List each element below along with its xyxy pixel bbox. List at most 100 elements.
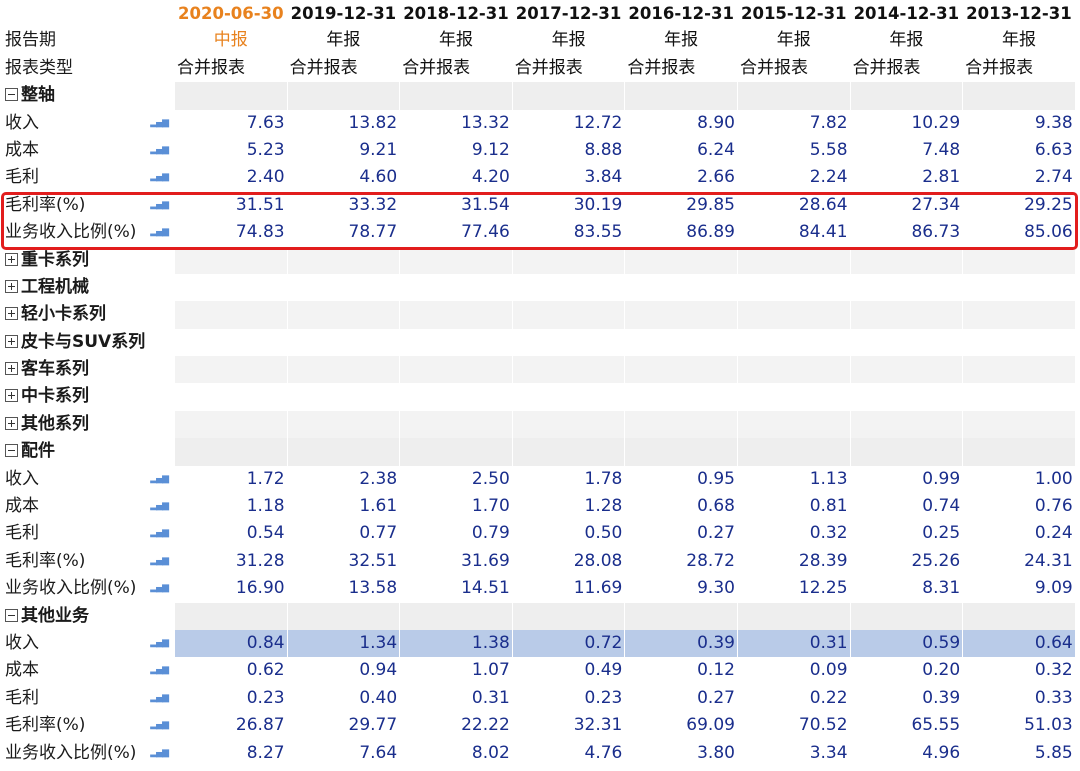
table-row[interactable]: 业务收入比例(%) ▂▄▆ 8.27 7.64 8.02 4.76 3.80 3.34 4.96…	[0, 739, 1080, 767]
row-label-text: 成本	[5, 496, 39, 517]
section-header-4[interactable]: 皮卡与SUV系列	[0, 328, 1080, 357]
plus-box-icon[interactable]	[5, 416, 18, 430]
table-row[interactable]: 毛利 ▂▄▆ 0.23 0.40 0.31 0.23 0.27 0.22 0.39 0.33	[0, 684, 1080, 713]
section-cell	[400, 273, 513, 302]
plus-box-icon[interactable]	[5, 252, 18, 266]
bar-chart-icon[interactable]: ▂▄▆	[150, 528, 169, 539]
section-cell	[737, 383, 851, 411]
section-cell	[512, 410, 626, 439]
section-header-8[interactable]: 配件	[0, 438, 1080, 466]
bar-chart-icon[interactable]: ▂▄▆	[150, 144, 169, 155]
section-title[interactable]: 重卡系列	[0, 247, 175, 274]
value-cell: 70.52	[737, 712, 851, 740]
plus-box-icon[interactable]	[5, 279, 18, 293]
plus-box-icon[interactable]	[5, 389, 18, 403]
minus-box-icon[interactable]	[5, 88, 18, 102]
row-label: 毛利率(%) ▂▄▆	[0, 192, 175, 219]
plus-box-icon[interactable]	[5, 362, 18, 376]
value-cell: 0.09	[737, 657, 851, 685]
column-date-header[interactable]: 2018-12-31	[400, 0, 513, 28]
section-cell	[175, 301, 288, 329]
table-row[interactable]: 毛利率(%) ▂▄▆ 31.28 32.51 31.69 28.08 28.72 28.39 2…	[0, 547, 1080, 576]
bar-chart-icon[interactable]: ▂▄▆	[150, 117, 169, 128]
value-cell: 5.85	[963, 739, 1076, 767]
bar-chart-icon[interactable]: ▂▄▆	[150, 172, 169, 183]
value-cell: 0.25	[850, 520, 964, 548]
bar-chart-icon[interactable]: ▂▄▆	[150, 747, 169, 758]
section-title[interactable]: 工程机械	[0, 274, 175, 301]
table-row[interactable]: 成本 ▂▄▆ 1.18 1.61 1.70 1.28 0.68 0.81 0.74 0.76	[0, 493, 1080, 521]
section-header-7[interactable]: 其他系列	[0, 410, 1080, 439]
column-date-header[interactable]: 2020-06-30	[175, 0, 288, 28]
section-cell	[963, 602, 1076, 630]
value-cell: 0.23	[512, 684, 626, 713]
section-header-6[interactable]: 中卡系列	[0, 383, 1080, 411]
table-row[interactable]: 毛利 ▂▄▆ 0.54 0.77 0.79 0.50 0.27 0.32 0.25 0.24	[0, 520, 1080, 548]
section-title[interactable]: 客车系列	[0, 356, 175, 383]
section-title[interactable]: 配件	[0, 438, 175, 465]
table-row[interactable]: 收入 ▂▄▆ 0.84 1.34 1.38 0.72 0.39 0.31 0.59 0.64	[0, 629, 1080, 658]
value-cell: 0.33	[963, 684, 1076, 713]
section-header-0[interactable]: 整轴	[0, 82, 1080, 110]
section-title-text: 工程机械	[21, 276, 89, 297]
table-row[interactable]: 业务收入比例(%) ▂▄▆ 74.83 78.77 77.46 83.55 86.89 84.…	[0, 219, 1080, 247]
value-cell: 8.88	[512, 136, 626, 165]
bar-chart-icon[interactable]: ▂▄▆	[150, 473, 169, 484]
value-cell: 4.20	[400, 164, 513, 192]
table-row[interactable]: 业务收入比例(%) ▂▄▆ 16.90 13.58 14.51 11.69 9.30 12.2…	[0, 575, 1080, 603]
bar-chart-icon[interactable]: ▂▄▆	[150, 692, 169, 703]
section-cell	[175, 328, 288, 357]
minus-box-icon[interactable]	[5, 608, 18, 622]
column-date-header[interactable]: 2015-12-31	[738, 0, 851, 28]
bar-chart-icon[interactable]: ▂▄▆	[150, 665, 169, 676]
table-row[interactable]: 毛利率(%) ▂▄▆ 26.87 29.77 22.22 32.31 69.09 70.52 6…	[0, 712, 1080, 740]
value-cell: 1.18	[175, 493, 288, 521]
section-header-5[interactable]: 客车系列	[0, 356, 1080, 384]
minus-box-icon[interactable]	[5, 444, 18, 458]
report-period-cell: 年报	[625, 27, 738, 55]
value-cell: 12.72	[512, 109, 626, 137]
section-cell	[175, 602, 288, 630]
bar-chart-icon[interactable]: ▂▄▆	[150, 555, 169, 566]
section-cell	[175, 383, 288, 411]
column-date-header[interactable]: 2017-12-31	[513, 0, 626, 28]
section-title[interactable]: 整轴	[0, 82, 175, 109]
plus-box-icon[interactable]	[5, 307, 18, 321]
bar-chart-icon[interactable]: ▂▄▆	[150, 227, 169, 238]
table-row[interactable]: 收入 ▂▄▆ 7.63 13.82 13.32 12.72 8.90 7.82 10.29 9.3…	[0, 109, 1080, 137]
section-title[interactable]: 中卡系列	[0, 383, 175, 410]
bar-chart-icon[interactable]: ▂▄▆	[150, 501, 169, 512]
column-date-header[interactable]: 2013-12-31	[963, 0, 1076, 28]
section-header-1[interactable]: 重卡系列	[0, 246, 1080, 274]
table-row[interactable]: 成本 ▂▄▆ 5.23 9.21 9.12 8.88 6.24 5.58 7.48 6.63	[0, 136, 1080, 165]
section-cell	[512, 246, 626, 274]
section-title[interactable]: 轻小卡系列	[0, 301, 175, 328]
section-header-2[interactable]: 工程机械	[0, 273, 1080, 302]
column-date-header[interactable]: 2019-12-31	[288, 0, 401, 28]
section-title[interactable]: 皮卡与SUV系列	[0, 329, 175, 356]
value-cell: 12.25	[737, 575, 851, 603]
section-title[interactable]: 其他系列	[0, 411, 175, 438]
report-type-row: 报表类型 合并报表 合并报表 合并报表 合并报表 合并报表 合并报表 合并报表 合并报表	[0, 54, 1080, 83]
section-title[interactable]: 其他业务	[0, 603, 175, 630]
plus-box-icon[interactable]	[5, 334, 18, 348]
bar-chart-icon[interactable]: ▂▄▆	[150, 199, 169, 210]
value-cell: 28.64	[737, 191, 851, 220]
bar-chart-icon[interactable]: ▂▄▆	[150, 637, 169, 648]
bar-chart-icon[interactable]: ▂▄▆	[150, 720, 169, 731]
value-cell: 31.51	[175, 191, 288, 220]
column-date-header[interactable]: 2014-12-31	[851, 0, 964, 28]
section-cell	[287, 356, 401, 384]
column-date-header[interactable]: 2016-12-31	[625, 0, 738, 28]
table-row[interactable]: 成本 ▂▄▆ 0.62 0.94 1.07 0.49 0.12 0.09 0.20 0.32	[0, 657, 1080, 685]
table-row[interactable]: 毛利率(%) ▂▄▆ 31.51 33.32 31.54 30.19 29.85 28.64 2…	[0, 191, 1080, 220]
value-cell: 74.83	[175, 219, 288, 247]
section-header-3[interactable]: 轻小卡系列	[0, 301, 1080, 329]
value-cell: 10.29	[850, 109, 964, 137]
table-row[interactable]: 毛利 ▂▄▆ 2.40 4.60 4.20 3.84 2.66 2.24 2.81 2.74	[0, 164, 1080, 192]
table-row[interactable]: 收入 ▂▄▆ 1.72 2.38 2.50 1.78 0.95 1.13 0.99 1.00	[0, 465, 1080, 494]
value-cell: 1.38	[400, 629, 513, 658]
bar-chart-icon[interactable]: ▂▄▆	[150, 583, 169, 594]
section-header-9[interactable]: 其他业务	[0, 602, 1080, 630]
value-cell: 0.32	[963, 657, 1076, 685]
